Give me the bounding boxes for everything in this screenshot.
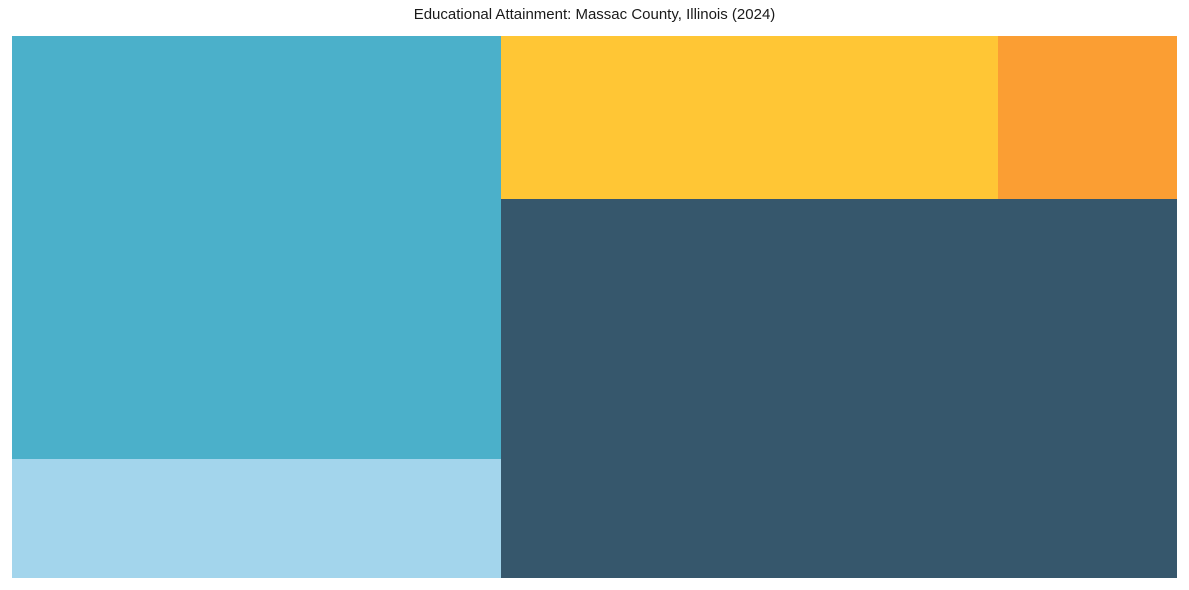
chart-title: Educational Attainment: Massac County, I… (413, 6, 776, 23)
treemap-tile-1[interactable] (500, 198, 1177, 578)
treemap-plot-area (12, 36, 1177, 578)
treemap-tile-2[interactable] (12, 36, 501, 459)
treemap-tile-3[interactable] (500, 36, 998, 199)
treemap-tile-4[interactable] (12, 458, 501, 578)
treemap-tile-5[interactable] (998, 36, 1177, 199)
